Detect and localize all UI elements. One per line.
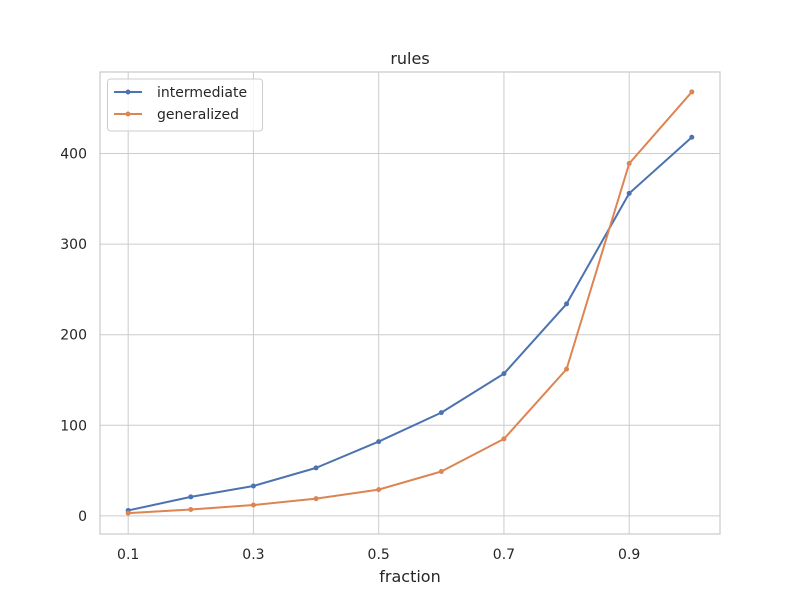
data-point <box>689 134 695 140</box>
data-point <box>564 301 570 307</box>
x-tick-label: 0.7 <box>493 547 515 563</box>
grid <box>100 72 720 534</box>
legend-box <box>107 78 263 132</box>
x-tick-label: 0.9 <box>618 547 640 563</box>
series-layer <box>125 89 695 516</box>
data-point <box>626 160 632 166</box>
data-point <box>438 410 444 416</box>
x-tick-label: 0.3 <box>242 547 264 563</box>
data-point <box>501 371 507 377</box>
data-point <box>376 439 382 445</box>
y-tick-label: 400 <box>60 147 87 163</box>
series-line-generalized <box>128 91 693 515</box>
y-axis-ticks: 0 100 200 300 400 <box>60 147 87 525</box>
data-point <box>188 507 194 513</box>
data-point <box>313 496 319 502</box>
legend-marker-generalized <box>125 111 131 117</box>
data-point <box>689 89 695 95</box>
data-point <box>626 190 632 196</box>
data-point <box>376 487 382 493</box>
legend-label-generalized: generalized <box>157 107 239 123</box>
y-tick-label: 200 <box>60 328 87 344</box>
plot-area-frame <box>99 71 721 535</box>
data-point <box>250 502 256 508</box>
data-point <box>438 468 444 474</box>
y-tick-label: 100 <box>60 418 87 434</box>
series-generalized <box>125 89 695 516</box>
data-point <box>313 465 319 471</box>
series-line-intermediate <box>127 136 693 512</box>
x-axis-ticks: 0.1 0.3 0.5 0.7 0.9 <box>117 547 640 563</box>
x-tick-label: 0.1 <box>117 547 139 563</box>
data-point <box>125 510 131 516</box>
chart-title: rules <box>390 49 429 68</box>
legend: intermediate generalized <box>107 78 263 132</box>
data-point <box>501 436 507 442</box>
legend-marker-intermediate <box>125 89 131 95</box>
y-tick-label: 0 <box>78 509 87 525</box>
data-point <box>564 366 570 372</box>
series-intermediate <box>125 134 695 513</box>
data-point <box>188 494 194 500</box>
y-tick-label: 300 <box>60 237 87 253</box>
data-point <box>250 483 256 489</box>
legend-label-intermediate: intermediate <box>157 85 247 101</box>
x-tick-label: 0.5 <box>368 547 390 563</box>
x-axis-label: fraction <box>379 567 440 586</box>
